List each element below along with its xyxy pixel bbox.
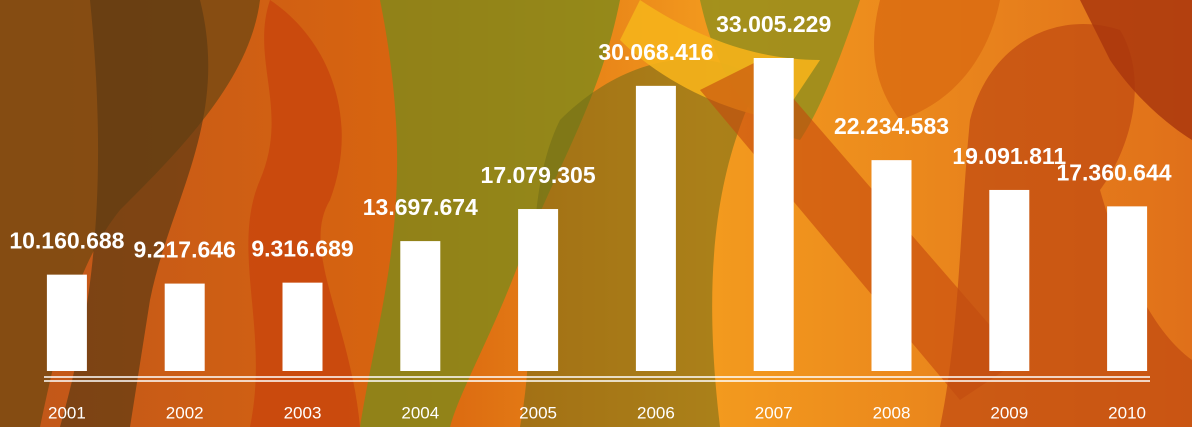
value-label: 30.068.416 [598,39,713,65]
baseline [44,376,1150,382]
bar [871,160,912,371]
bar [1107,206,1148,371]
bar [518,209,559,371]
bar [46,274,87,371]
bar [753,58,794,371]
bar [164,283,205,371]
x-tick-label: 2005 [519,403,557,422]
value-label: 22.234.583 [834,113,949,139]
value-label: 17.079.305 [481,162,596,188]
value-label: 9.316.689 [251,236,353,262]
x-tick-label: 2009 [990,403,1028,422]
x-tick-label: 2003 [284,403,322,422]
x-tick-label: 2008 [873,403,911,422]
value-label: 13.697.674 [363,194,478,220]
x-tick-label: 2010 [1108,403,1146,422]
value-label: 17.360.644 [1056,159,1171,185]
x-tick-label: 2007 [755,403,793,422]
x-tick-label: 2002 [166,403,204,422]
bar [989,189,1030,371]
value-label: 33.005.229 [716,11,831,37]
bar [635,85,676,371]
x-tick-label: 2006 [637,403,675,422]
x-tick-label: 2001 [48,403,86,422]
value-label: 19.091.811 [952,143,1066,169]
value-label: 10.160.688 [9,228,124,254]
bar [400,241,441,371]
bar [282,282,323,371]
x-tick-label: 2004 [401,403,439,422]
value-label: 9.217.646 [134,237,236,263]
